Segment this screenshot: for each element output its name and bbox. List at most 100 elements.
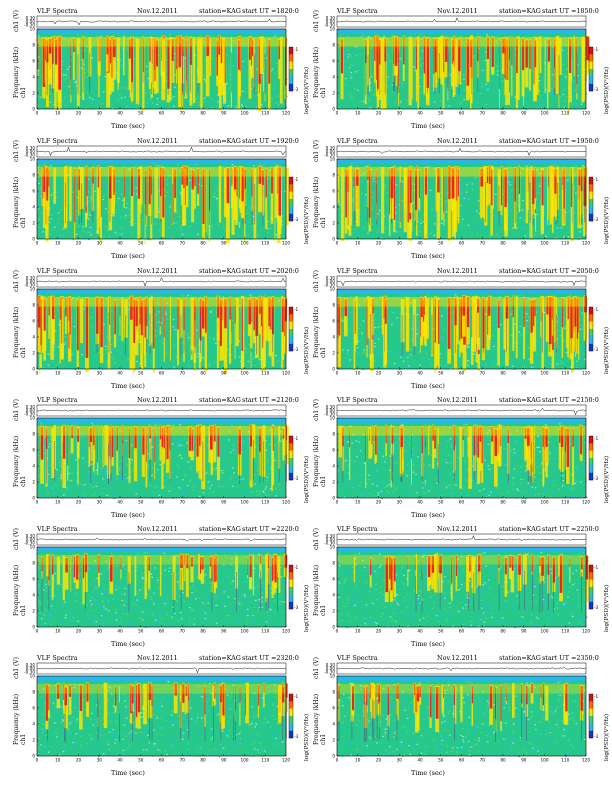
colorbar-segment [589, 199, 593, 207]
spectrogram-top-band [337, 418, 586, 423]
emission-streaks [337, 682, 586, 742]
colorbar-segment [289, 76, 293, 84]
x-tick-label: 70 [480, 241, 486, 246]
x-tick-label: 110 [561, 500, 569, 505]
time-xlabel: Time (sec) [411, 122, 445, 130]
panel-title: VLF Spectra [37, 267, 78, 275]
panel-station: station=KAG [199, 396, 241, 404]
x-tick-label: 90 [221, 241, 227, 246]
colorbar-tick-label: -1 [294, 565, 299, 570]
x-tick-label: 50 [138, 371, 144, 376]
panel-start-ut: start UT =2120:0 [242, 396, 299, 404]
panel-date: Nov.12.2011 [137, 137, 178, 145]
y-tick-label: 8 [332, 690, 335, 695]
colorbar-tick-label: -1 [294, 436, 299, 441]
x-tick-label: 100 [541, 241, 549, 246]
x-tick-label: 30 [97, 371, 103, 376]
waveform-tick-label: 0.30 [326, 662, 336, 667]
y-tick-label: 8 [332, 303, 335, 308]
colorbar-segment [289, 465, 293, 473]
waveform-tick-label: 0.30 [326, 533, 336, 538]
y-tick-label: 2 [32, 91, 35, 96]
x-tick-label: 80 [200, 758, 206, 763]
y-tick-label: 2 [32, 221, 35, 226]
x-tick-label: 10 [55, 629, 61, 634]
x-tick-label: 110 [561, 758, 569, 763]
colorbar-segment [289, 47, 293, 55]
colorbar-frame [588, 435, 594, 481]
waveform-tick-label: 0.30 [26, 404, 36, 409]
spectrogram-panel-10: VLF Spectra Nov.12.2011 station=KAG star… [306, 525, 610, 650]
spectrogram-panel-6: VLF Spectra Nov.12.2011 station=KAG star… [306, 267, 610, 392]
y-tick-label: 4 [332, 464, 335, 469]
colorbar-tick-label: -1 [594, 47, 599, 52]
y-tick-label: 0 [332, 754, 335, 759]
time-xlabel: Time (sec) [111, 769, 145, 777]
panel-title-row: VLF Spectra Nov.12.2011 station=KAG star… [37, 137, 299, 147]
time-xlabel: Time (sec) [411, 382, 445, 390]
colorbar-segment [589, 343, 593, 352]
x-tick-label: 120 [582, 111, 590, 116]
emission-streaks [37, 35, 287, 112]
waveform-trace [36, 667, 287, 674]
colorbar-label: log(PSD)(V²/Hz) [604, 326, 610, 374]
panel-start-ut: start UT =2020:0 [242, 267, 299, 275]
x-tick-label: 20 [76, 758, 82, 763]
panel-title-row: VLF Spectra Nov.12.2011 station=KAG star… [37, 267, 299, 277]
colorbar-segment [289, 191, 293, 200]
x-tick-label: 50 [438, 241, 444, 246]
x-tick-label: 40 [117, 500, 123, 505]
spectrogram-top-band [37, 29, 286, 34]
waveform-trace [336, 535, 587, 542]
colorbar-tick-label: -3 [594, 347, 599, 352]
panel-station: station=KAG [499, 654, 541, 662]
panel-title-row: VLF Spectra Nov.12.2011 station=KAG star… [337, 7, 599, 17]
y-tick-label: 2 [32, 609, 35, 614]
x-tick-label: 0 [36, 500, 39, 505]
y-tick-label: 8 [332, 432, 335, 437]
x-tick-label: 40 [417, 758, 423, 763]
y-tick-label: 2 [332, 609, 335, 614]
y-tick-label: 6 [332, 59, 335, 64]
x-tick-label: 120 [582, 371, 590, 376]
x-tick-label: 30 [397, 371, 403, 376]
x-tick-label: 80 [500, 500, 506, 505]
colorbar-frame [588, 46, 594, 92]
x-tick-label: 100 [241, 500, 249, 505]
x-tick-label: 60 [159, 629, 165, 634]
colorbar-frame [588, 176, 594, 222]
colorbar-segment [589, 594, 593, 602]
x-tick-label: 20 [376, 241, 382, 246]
panel-start-ut: start UT =2320:0 [242, 654, 299, 662]
waveform-tick-label: 0.00 [26, 666, 36, 671]
y-tick-label: 2 [332, 480, 335, 485]
x-tick-label: 50 [138, 629, 144, 634]
colorbar-segment [289, 54, 293, 62]
y-tick-label: 4 [32, 464, 35, 469]
waveform-trace [336, 666, 587, 672]
colorbar-label: log(PSD)(V²/Hz) [604, 713, 610, 761]
x-tick-label: 60 [159, 111, 165, 116]
x-tick-label: 20 [376, 500, 382, 505]
spectrogram-top-band [37, 289, 286, 294]
panel-station: station=KAG [199, 7, 241, 15]
colorbar-label: log(PSD)(V²/Hz) [604, 584, 610, 632]
colorbar-segment [289, 213, 293, 222]
waveform-tick-label: -0.30 [324, 670, 335, 675]
x-tick-label: 90 [221, 111, 227, 116]
x-tick-label: 120 [282, 371, 290, 376]
x-tick-label: 0 [336, 371, 339, 376]
colorbar-tick-label: -1 [294, 177, 299, 182]
y-tick-label: 10 [330, 27, 336, 32]
colorbar-tick-label: -3 [294, 476, 299, 481]
x-tick-label: 0 [336, 758, 339, 763]
panel-title-row: VLF Spectra Nov.12.2011 station=KAG star… [337, 267, 599, 277]
x-tick-label: 50 [138, 241, 144, 246]
y-tick-label: 10 [330, 157, 336, 162]
x-tick-label: 90 [521, 371, 527, 376]
colorbar-segment [289, 587, 293, 595]
